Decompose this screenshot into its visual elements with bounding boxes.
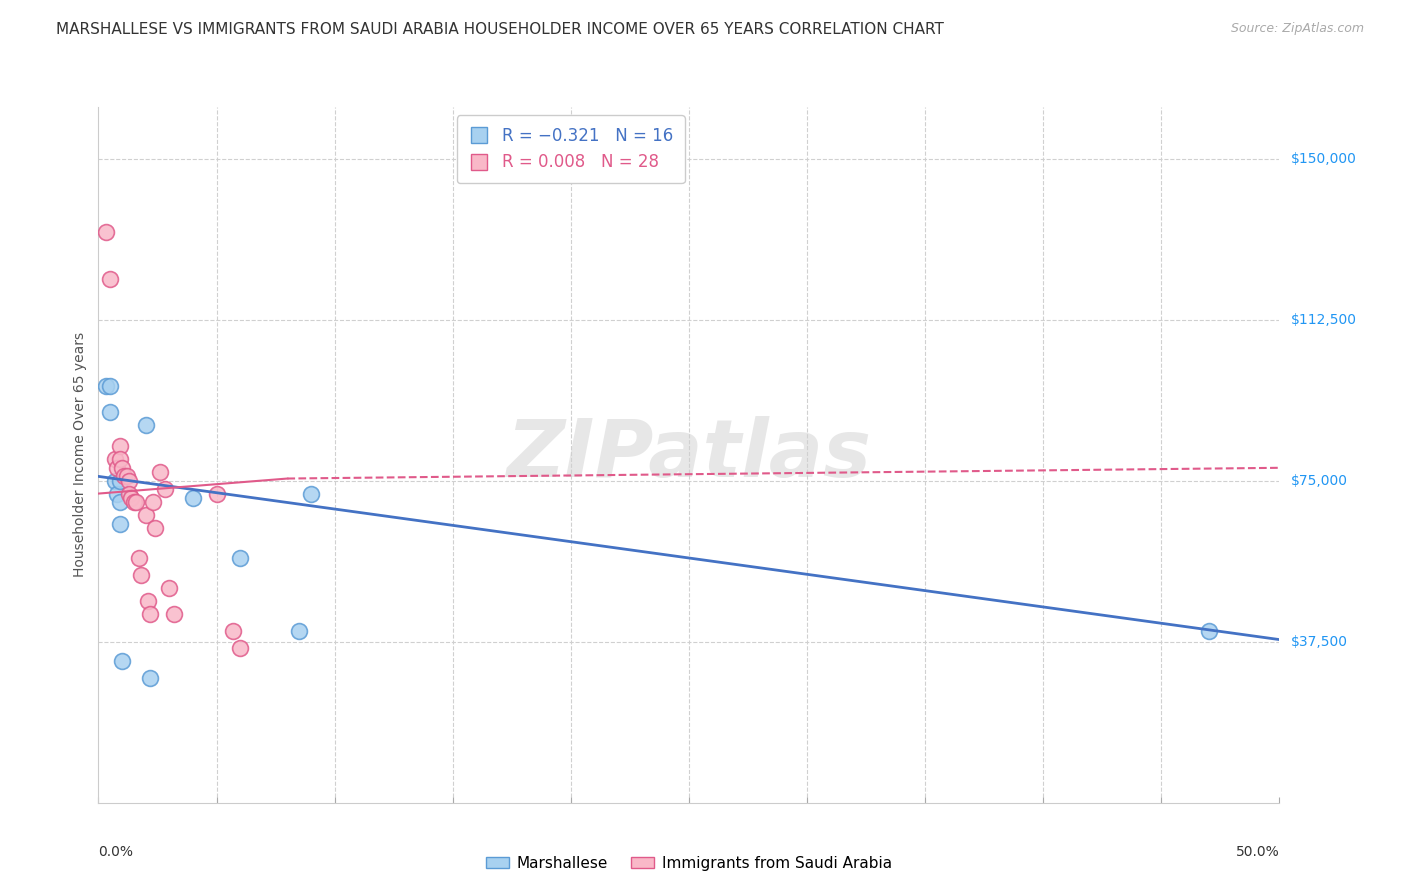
Text: 50.0%: 50.0% — [1236, 845, 1279, 858]
Point — [105, 460, 128, 475]
Text: $75,000: $75,000 — [1291, 474, 1347, 488]
Point — [104, 452, 127, 467]
Point — [139, 607, 162, 621]
Point — [205, 486, 228, 500]
Point — [135, 417, 157, 432]
Point — [143, 521, 166, 535]
Point — [299, 486, 322, 500]
Point — [128, 551, 150, 566]
Point — [98, 405, 121, 419]
Point — [94, 379, 117, 393]
Text: MARSHALLESE VS IMMIGRANTS FROM SAUDI ARABIA HOUSEHOLDER INCOME OVER 65 YEARS COR: MARSHALLESE VS IMMIGRANTS FROM SAUDI ARA… — [56, 22, 943, 37]
Text: ZIPatlas: ZIPatlas — [506, 416, 872, 494]
Text: $112,500: $112,500 — [1291, 312, 1357, 326]
Point — [181, 491, 204, 505]
Text: $37,500: $37,500 — [1291, 635, 1347, 648]
Point — [288, 624, 311, 638]
Point — [111, 654, 134, 668]
Legend: Marshallese, Immigrants from Saudi Arabia: Marshallese, Immigrants from Saudi Arabi… — [478, 848, 900, 879]
Point — [229, 551, 252, 566]
Point — [122, 495, 145, 509]
Point — [105, 486, 128, 500]
Point — [149, 465, 172, 479]
Point — [157, 581, 180, 595]
Point — [118, 474, 141, 488]
Point — [229, 641, 252, 656]
Y-axis label: Householder Income Over 65 years: Householder Income Over 65 years — [73, 333, 87, 577]
Point — [121, 491, 143, 505]
Point — [111, 460, 134, 475]
Point — [112, 469, 135, 483]
Point — [104, 474, 127, 488]
Point — [125, 495, 148, 509]
Point — [135, 508, 157, 522]
Text: $150,000: $150,000 — [1291, 152, 1357, 166]
Point — [142, 495, 165, 509]
Point — [136, 594, 159, 608]
Point — [108, 474, 131, 488]
Point — [1198, 624, 1220, 638]
Point — [98, 272, 121, 286]
Point — [98, 379, 121, 393]
Point — [108, 452, 131, 467]
Point — [108, 495, 131, 509]
Point — [139, 671, 162, 685]
Point — [108, 439, 131, 453]
Point — [222, 624, 245, 638]
Text: Source: ZipAtlas.com: Source: ZipAtlas.com — [1230, 22, 1364, 36]
Point — [115, 469, 138, 483]
Point — [163, 607, 186, 621]
Text: 0.0%: 0.0% — [98, 845, 134, 858]
Point — [129, 568, 152, 582]
Point — [118, 486, 141, 500]
Point — [153, 483, 176, 497]
Point — [108, 516, 131, 531]
Point — [94, 225, 117, 239]
